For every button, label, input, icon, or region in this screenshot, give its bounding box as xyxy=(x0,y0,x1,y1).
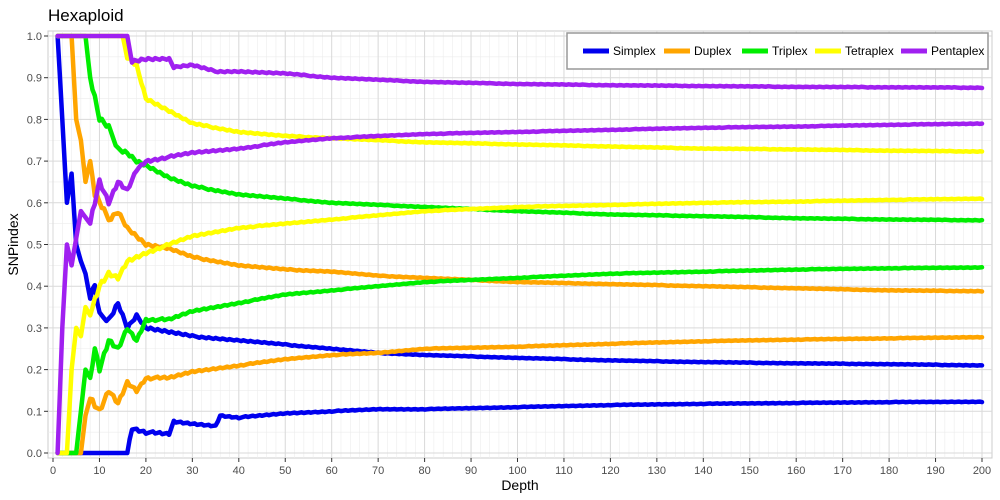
x-tick-label: 200 xyxy=(973,465,991,477)
x-tick-label: 180 xyxy=(880,465,898,477)
y-tick-label: 0.4 xyxy=(27,281,42,293)
x-tick-label: 50 xyxy=(279,465,291,477)
x-tick-label: 100 xyxy=(508,465,526,477)
chart-title: Hexaploid xyxy=(48,6,124,25)
y-tick-label: 0.5 xyxy=(27,240,42,252)
x-tick-label: 70 xyxy=(372,465,384,477)
x-tick-label: 20 xyxy=(140,465,152,477)
y-tick-label: 0.9 xyxy=(27,73,42,85)
x-tick-label: 120 xyxy=(601,465,619,477)
series-line-duplex-lower xyxy=(55,334,985,456)
x-axis-title: Depth xyxy=(501,477,538,493)
x-tick-label: 0 xyxy=(50,465,56,477)
legend-label-simplex: Simplex xyxy=(613,44,656,58)
series-line-pentaplex-upper xyxy=(55,33,985,91)
x-tick-label: 30 xyxy=(186,465,198,477)
x-tick-label: 130 xyxy=(648,465,666,477)
legend-label-tetraplex: Tetraplex xyxy=(845,44,894,58)
x-tick-label: 190 xyxy=(926,465,944,477)
legend: Simplex Duplex Triplex Tetraplex Pentaplex xyxy=(566,32,989,70)
y-tick-label: 0.6 xyxy=(27,198,42,210)
series-line-triplex-upper xyxy=(55,33,985,223)
series-line-pentaplex-lower xyxy=(55,121,985,456)
x-tick-label: 90 xyxy=(465,465,477,477)
y-tick-label: 0.0 xyxy=(27,448,42,460)
series-line-tetraplex-lower xyxy=(55,196,985,456)
y-tick-label: 0.3 xyxy=(27,323,42,335)
series-lines xyxy=(55,33,985,456)
y-tick-label: 1.0 xyxy=(27,31,42,43)
series-line-duplex-upper xyxy=(55,33,985,294)
x-tick-label: 10 xyxy=(93,465,105,477)
y-tick-label: 0.7 xyxy=(27,156,42,168)
series-line-simplex-upper xyxy=(55,33,985,368)
x-tick-label: 80 xyxy=(418,465,430,477)
x-tick-label: 150 xyxy=(741,465,759,477)
series-line-simplex-lower xyxy=(55,399,985,456)
y-axis-ticks: 0.0 0.1 0.2 0.3 0.4 0.5 0.6 0.7 0.8 0.9 1.0 xyxy=(27,31,48,460)
y-tick-label: 0.8 xyxy=(27,114,42,126)
x-tick-label: 40 xyxy=(233,465,245,477)
x-tick-label: 170 xyxy=(833,465,851,477)
x-tick-label: 140 xyxy=(694,465,712,477)
y-axis-title: SNPindex xyxy=(5,213,21,275)
legend-label-duplex: Duplex xyxy=(694,44,731,58)
y-tick-label: 0.2 xyxy=(27,365,42,377)
x-tick-label: 160 xyxy=(787,465,805,477)
legend-label-pentaplex: Pentaplex xyxy=(931,44,984,58)
series-line-tetraplex-upper xyxy=(55,33,985,155)
x-tick-label: 60 xyxy=(326,465,338,477)
series-line-triplex-lower xyxy=(55,265,985,456)
legend-label-triplex: Triplex xyxy=(772,44,808,58)
x-tick-label: 110 xyxy=(555,465,573,477)
x-axis-ticks: 0 10 20 30 40 50 60 70 80 90 100 110 120 130 140 150 160… xyxy=(50,458,991,477)
y-tick-label: 0.1 xyxy=(27,406,42,418)
